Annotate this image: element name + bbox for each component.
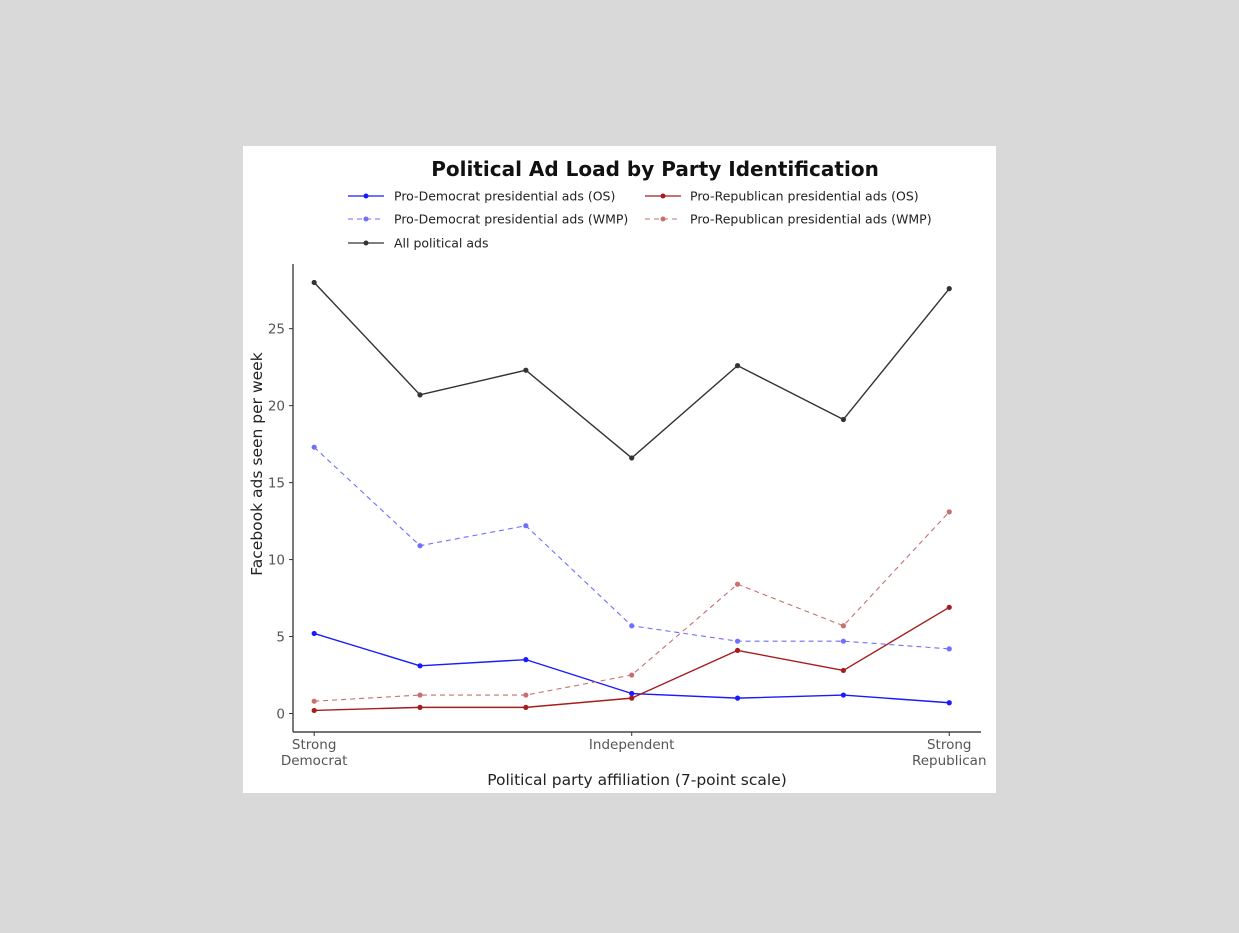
- legend-label-rep-wmp: Pro-Republican presidential ads (WMP): [690, 212, 932, 227]
- x-tick-label-line: Republican: [912, 753, 987, 769]
- data-point-dem-wmp: [840, 638, 847, 644]
- data-point-all: [417, 392, 423, 398]
- y-tick-label: 10: [268, 553, 285, 569]
- legend-entry-dem-wmp: Pro-Democrat presidential ads (WMP): [348, 212, 628, 227]
- data-point-dem-os: [840, 692, 847, 698]
- data-point-rep-os: [734, 647, 741, 654]
- legend-entry-all: All political ads: [348, 236, 488, 251]
- legend-dot-rep-os: [660, 193, 666, 199]
- data-point-rep-os: [311, 707, 317, 714]
- chart-panel: Political Ad Load by Party Identificatio…: [243, 146, 996, 793]
- legend-label-rep-os: Pro-Republican presidential ads (OS): [690, 189, 919, 204]
- data-point-all: [946, 286, 952, 292]
- legend-label-dem-wmp: Pro-Democrat presidential ads (WMP): [394, 212, 628, 227]
- legend-entry-rep-wmp: Pro-Republican presidential ads (WMP): [645, 212, 932, 227]
- data-point-rep-wmp: [946, 509, 952, 515]
- data-point-rep-os: [840, 667, 847, 674]
- data-point-all: [629, 455, 635, 461]
- legend-dot-dem-os: [363, 193, 369, 199]
- legend-entry-rep-os: Pro-Republican presidential ads (OS): [645, 189, 919, 204]
- data-point-all: [311, 279, 317, 286]
- y-axis-title: Facebook ads seen per week: [248, 352, 266, 575]
- chart-title: Political Ad Load by Party Identificatio…: [431, 157, 879, 181]
- series-layer: [311, 279, 952, 714]
- data-point-rep-os: [523, 704, 529, 710]
- data-point-all: [840, 416, 847, 423]
- legend-label-all: All political ads: [394, 236, 488, 251]
- y-tick-label: 20: [268, 399, 285, 415]
- data-point-rep-os: [946, 604, 952, 610]
- data-point-dem-os: [523, 657, 529, 663]
- series-line-dem-wmp: [313, 446, 950, 650]
- line-chart: Political Ad Load by Party Identificatio…: [248, 157, 987, 789]
- x-tick-label-line: Strong: [927, 737, 972, 753]
- legend-dot-rep-wmp: [660, 216, 666, 222]
- data-point-dem-os: [734, 695, 741, 701]
- y-tick-label: 15: [268, 476, 285, 492]
- data-point-all: [523, 367, 529, 373]
- x-tick-label: Strong Democrat: [281, 737, 348, 769]
- data-point-dem-os: [946, 700, 952, 706]
- legend-dot-dem-wmp: [363, 216, 369, 222]
- series-line-all: [313, 281, 950, 459]
- data-point-rep-wmp: [311, 698, 317, 704]
- data-point-dem-wmp: [523, 523, 529, 529]
- legend-entry-dem-os: Pro-Democrat presidential ads (OS): [348, 189, 615, 204]
- data-point-dem-wmp: [734, 638, 741, 644]
- x-axis-title: Political party affiliation (7-point sca…: [487, 771, 787, 789]
- legend-dot-all: [363, 240, 369, 246]
- data-point-all: [734, 363, 741, 369]
- x-tick-label-line: Independent: [589, 737, 675, 753]
- y-tick-label: 0: [276, 707, 285, 723]
- x-tick-label-line: Democrat: [281, 753, 348, 769]
- legend: Pro-Democrat presidential ads (OS) Pro-R…: [348, 189, 932, 251]
- data-point-rep-wmp: [523, 692, 529, 698]
- y-tick-label: 25: [268, 322, 285, 338]
- data-point-dem-wmp: [417, 543, 423, 549]
- y-ticks: 0 5 10 15 20 25: [268, 322, 293, 723]
- x-tick-label: Independent: [589, 737, 675, 753]
- data-point-rep-wmp: [840, 623, 847, 629]
- data-point-rep-wmp: [629, 672, 635, 678]
- data-point-dem-wmp: [629, 623, 635, 629]
- data-point-rep-os: [417, 704, 423, 710]
- legend-label-dem-os: Pro-Democrat presidential ads (OS): [394, 189, 615, 204]
- x-tick-label: Strong Republican: [912, 737, 987, 769]
- data-point-dem-os: [629, 690, 635, 697]
- y-tick-label: 5: [276, 630, 285, 646]
- data-point-dem-wmp: [311, 444, 317, 450]
- data-point-dem-os: [311, 630, 317, 637]
- data-point-dem-wmp: [946, 646, 952, 652]
- data-point-rep-os: [629, 695, 635, 701]
- x-tick-label-line: Strong: [292, 737, 337, 753]
- data-point-rep-wmp: [417, 692, 423, 698]
- data-point-rep-wmp: [734, 581, 741, 587]
- data-point-dem-os: [417, 663, 423, 669]
